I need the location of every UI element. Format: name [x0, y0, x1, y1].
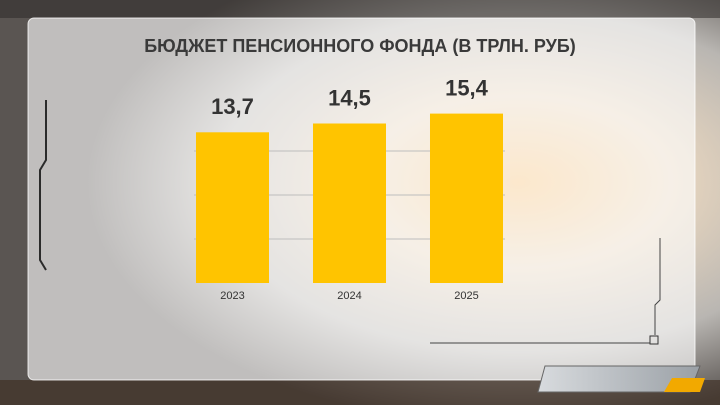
value-label: 13,7: [211, 94, 254, 119]
chart-title: БЮДЖЕТ ПЕНСИОННОГО ФОНДА (В ТРЛН. РУБ): [144, 36, 576, 56]
value-label: 15,4: [445, 75, 489, 100]
x-tick-label: 2024: [337, 290, 361, 302]
value-label: 14,5: [328, 85, 371, 110]
bar: [195, 132, 270, 283]
background-band: [0, 0, 720, 18]
decor-bracket: [39, 100, 47, 271]
bar: [429, 113, 504, 283]
x-tick-label: 2025: [454, 290, 478, 302]
bar: [312, 123, 387, 283]
decor-line: [430, 238, 661, 344]
x-tick-label: 2023: [220, 290, 244, 302]
decor-hud-accent: [664, 378, 705, 392]
decor-square: [649, 335, 659, 345]
